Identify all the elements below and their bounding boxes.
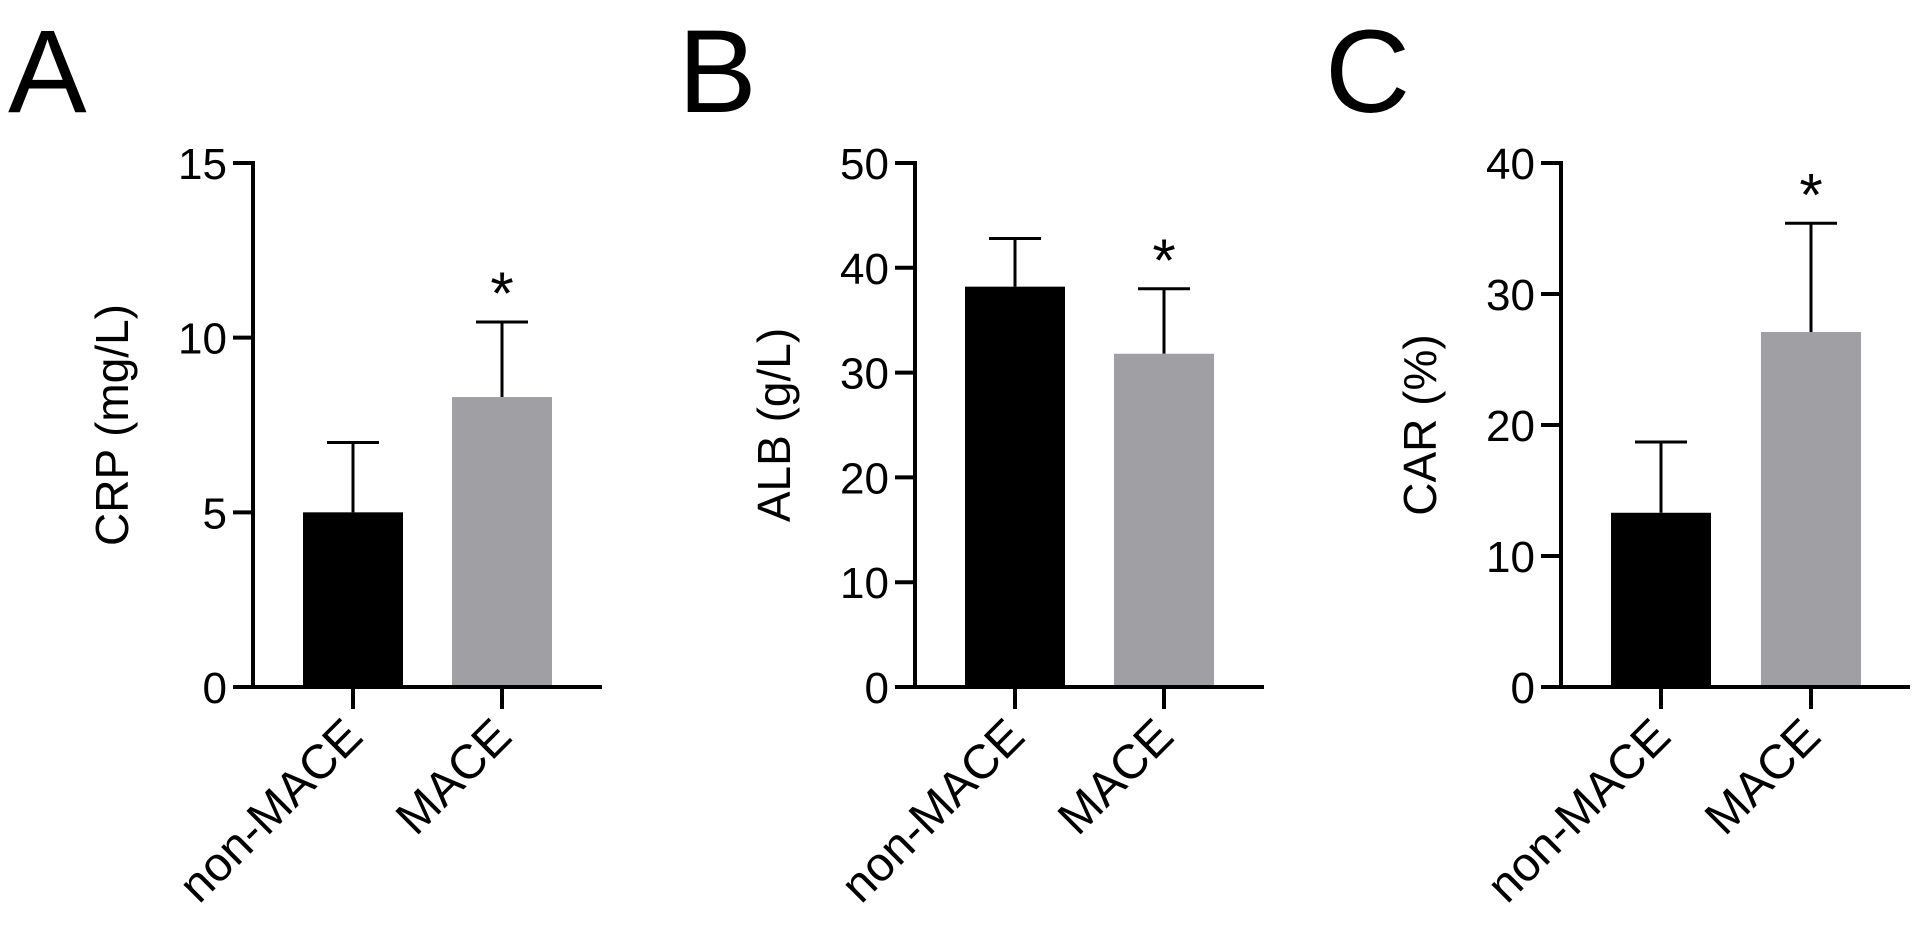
x-category-label: non-MACE (169, 709, 372, 912)
bar-non-mace (303, 512, 403, 687)
y-axis-title: CAR (%) (1394, 334, 1446, 515)
x-category-label: MACE (1048, 709, 1184, 845)
panel-letter: A (8, 6, 87, 138)
y-axis-title: ALB (g/L) (748, 328, 800, 522)
significance-marker: * (1799, 161, 1822, 228)
panel-letter: C (1325, 6, 1410, 138)
x-category-label: non-MACE (1477, 709, 1680, 912)
y-tick-label: 30 (840, 350, 889, 399)
y-tick-label: 0 (865, 664, 889, 713)
bar-non-mace (1611, 512, 1711, 687)
panel-letter: B (678, 6, 757, 138)
x-category-label: MACE (1695, 709, 1831, 845)
x-category-label: MACE (386, 709, 522, 845)
bar-mace (452, 397, 552, 687)
y-tick-label: 10 (840, 559, 889, 608)
y-tick-label: 30 (1486, 271, 1535, 320)
y-tick-label: 40 (1486, 140, 1535, 189)
panel-B: B * 0 10 20 30 40 50 ALB (g/L) non-MACE MACE (678, 6, 1264, 913)
y-tick-label: 0 (203, 664, 227, 713)
y-axis-title: CRP (mg/L) (86, 304, 138, 546)
y-tick-label: 10 (178, 315, 227, 364)
y-tick-label: 15 (178, 140, 227, 189)
y-tick-label: 10 (1486, 533, 1535, 582)
significance-marker: * (1152, 227, 1175, 294)
y-tick-label: 0 (1511, 664, 1535, 713)
bar-non-mace (965, 286, 1065, 687)
y-tick-label: 50 (840, 140, 889, 189)
panel-A: A * 0 5 10 15 CRP (mg/L) non-MACE MACE (8, 6, 602, 913)
bar-mace (1114, 353, 1214, 687)
y-tick-label: 20 (840, 454, 889, 503)
significance-marker: * (490, 260, 513, 327)
panel-C: C * 0 10 20 30 40 CAR (%) non-MACE MACE (1325, 6, 1910, 913)
y-tick-label: 40 (840, 245, 889, 294)
bar-mace (1761, 331, 1861, 687)
x-category-label: non-MACE (831, 709, 1034, 912)
y-tick-label: 20 (1486, 402, 1535, 451)
y-tick-label: 5 (203, 489, 227, 538)
